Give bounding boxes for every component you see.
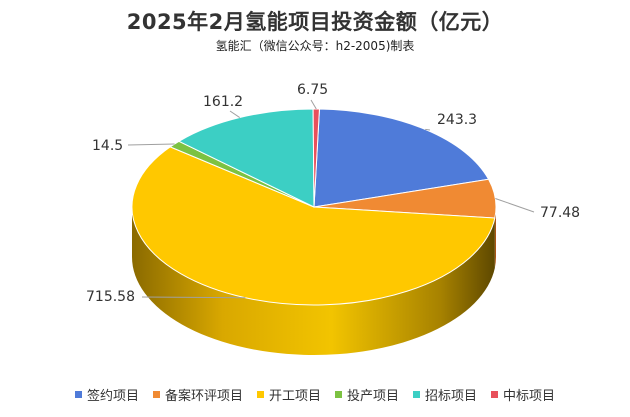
legend-label-2: 备案环评项目 bbox=[164, 389, 243, 404]
leader-line-5 bbox=[229, 110, 241, 118]
leader-line-2 bbox=[495, 198, 535, 213]
pie-slice-3 bbox=[131, 146, 496, 306]
pie-side-3 bbox=[132, 207, 495, 356]
chart-subtitle: 氢能汇（微信公众号：h2-2005)制表 bbox=[215, 39, 415, 53]
pie-side-2 bbox=[494, 207, 496, 269]
data-label-5: 161.2 bbox=[203, 94, 243, 110]
legend-item-2: 备案环评项目 bbox=[152, 385, 243, 404]
legend-item-6: 中标项目 bbox=[491, 385, 555, 404]
legend-label-4: 投产项目 bbox=[347, 389, 400, 404]
legend-swatch-6 bbox=[491, 391, 499, 398]
legend: 签约项目 备案环评项目 开工项目 投产项目 招标项目 中标项目 bbox=[0, 385, 630, 404]
legend-label-3: 开工项目 bbox=[268, 389, 321, 404]
legend-item-5: 招标项目 bbox=[413, 385, 477, 404]
pie-slice-1 bbox=[313, 108, 490, 208]
chart-title: 2025年2月氢能项目投资金额（亿元） bbox=[126, 10, 504, 34]
legend-label-1: 签约项目 bbox=[86, 389, 139, 404]
legend-swatch-4 bbox=[335, 391, 342, 398]
data-label-2: 77.48 bbox=[540, 205, 580, 221]
leader-line-4 bbox=[127, 143, 175, 146]
leader-line-6 bbox=[310, 99, 317, 110]
legend-item-3: 开工项目 bbox=[256, 385, 321, 404]
data-label-4: 14.5 bbox=[92, 138, 123, 154]
leader-line-1 bbox=[425, 128, 431, 131]
legend-swatch-3 bbox=[256, 391, 264, 398]
data-label-3: 715.58 bbox=[86, 289, 135, 305]
pie-top-slices bbox=[131, 108, 497, 306]
legend-item-4: 投产项目 bbox=[335, 385, 399, 404]
legend-item-1: 签约项目 bbox=[74, 385, 139, 404]
pie-data-labels: 243.3 77.48 715.58 14.5 161.2 6.75 bbox=[86, 82, 580, 305]
legend-swatch-5 bbox=[413, 391, 421, 398]
data-label-6: 6.75 bbox=[297, 82, 328, 98]
legend-label-6: 中标项目 bbox=[503, 389, 556, 404]
legend-swatch-1 bbox=[74, 391, 82, 398]
legend-label-5: 招标项目 bbox=[425, 389, 478, 404]
pie-leader-lines bbox=[127, 99, 535, 299]
data-label-1: 243.3 bbox=[437, 112, 477, 128]
leader-line-3 bbox=[141, 296, 246, 299]
legend-swatch-2 bbox=[152, 391, 160, 398]
pie-side-walls bbox=[132, 207, 496, 356]
pie-slice-5 bbox=[177, 108, 315, 208]
